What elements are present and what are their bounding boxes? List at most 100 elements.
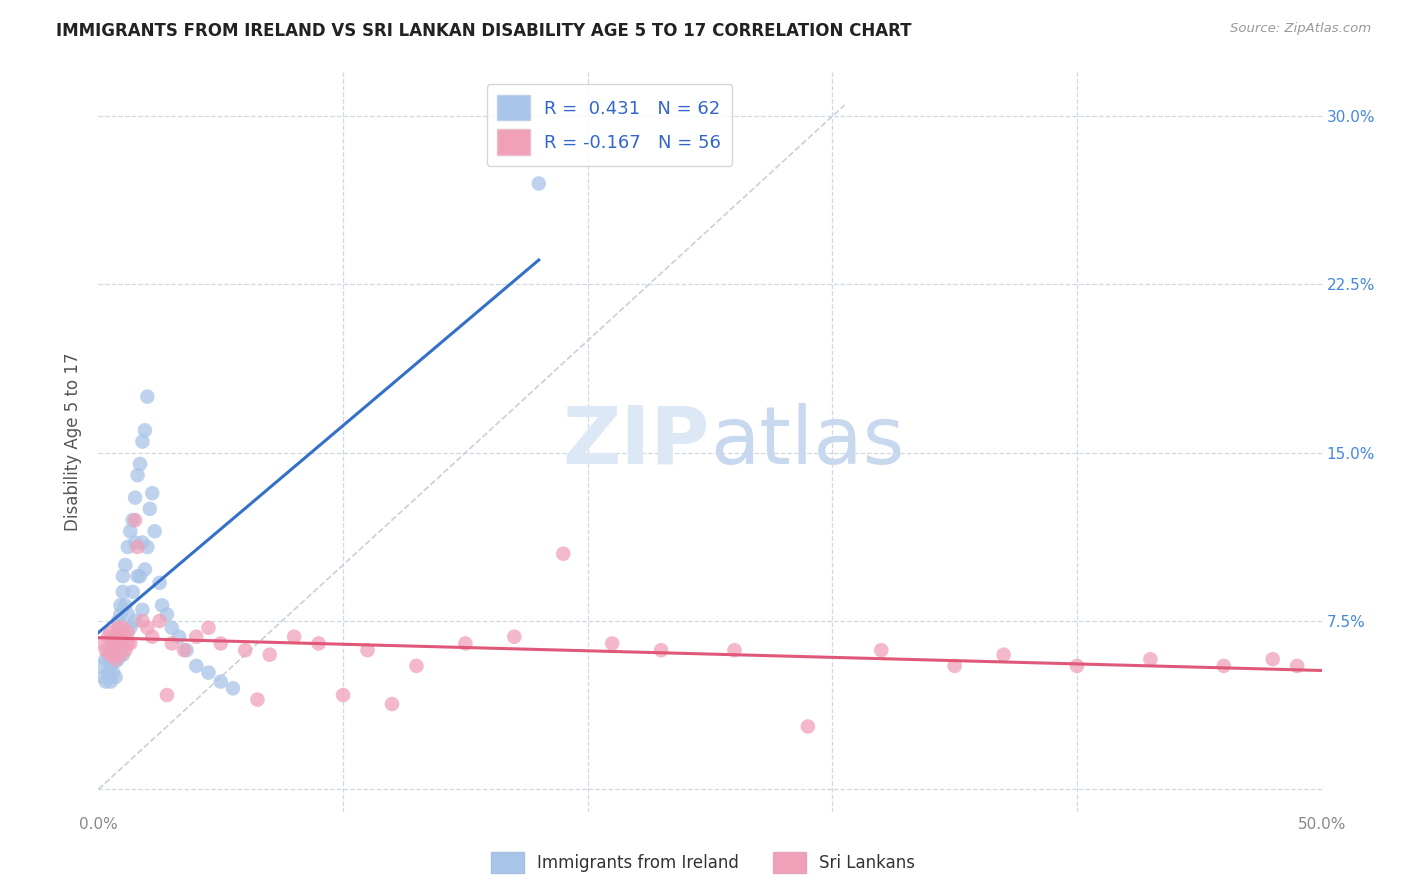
Point — [650, 643, 672, 657]
Point — [121, 585, 143, 599]
Point — [124, 535, 146, 549]
Point — [124, 513, 146, 527]
Point — [91, 636, 114, 650]
Point — [100, 674, 122, 689]
Point — [114, 558, 136, 572]
Text: Source: ZipAtlas.com: Source: ZipAtlas.com — [1230, 22, 1371, 36]
Point — [156, 688, 179, 702]
Point — [1139, 652, 1161, 666]
Point — [114, 630, 136, 644]
Point — [97, 665, 120, 680]
Point — [121, 513, 143, 527]
Point — [127, 540, 149, 554]
Point — [117, 625, 139, 640]
Point — [131, 603, 153, 617]
Point — [101, 665, 124, 680]
Point — [197, 665, 219, 680]
Legend: Immigrants from Ireland, Sri Lankans: Immigrants from Ireland, Sri Lankans — [484, 846, 922, 880]
Point — [356, 643, 378, 657]
Point — [117, 540, 139, 554]
Point — [91, 670, 114, 684]
Point — [131, 434, 153, 449]
Point — [127, 569, 149, 583]
Point — [993, 648, 1015, 662]
Point — [107, 652, 129, 666]
Point — [114, 599, 136, 613]
Point — [110, 648, 132, 662]
Point — [259, 648, 281, 662]
Point — [104, 630, 127, 644]
Point — [124, 614, 146, 628]
Point — [150, 599, 173, 613]
Text: ZIP: ZIP — [562, 402, 710, 481]
Point — [143, 524, 166, 539]
Point — [111, 648, 134, 662]
Point — [381, 697, 404, 711]
Point — [104, 652, 127, 666]
Point — [110, 607, 132, 622]
Point — [797, 719, 820, 733]
Point — [503, 630, 526, 644]
Point — [209, 674, 232, 689]
Point — [1286, 659, 1309, 673]
Point — [110, 599, 132, 613]
Point — [197, 621, 219, 635]
Point — [134, 423, 156, 437]
Point — [101, 648, 124, 662]
Point — [101, 636, 124, 650]
Point — [104, 670, 127, 684]
Text: IMMIGRANTS FROM IRELAND VS SRI LANKAN DISABILITY AGE 5 TO 17 CORRELATION CHART: IMMIGRANTS FROM IRELAND VS SRI LANKAN DI… — [56, 22, 911, 40]
Point — [1066, 659, 1088, 673]
Point — [107, 636, 129, 650]
Point — [1261, 652, 1284, 666]
Point — [120, 524, 142, 539]
Point — [94, 643, 117, 657]
Point — [124, 491, 146, 505]
Point — [97, 648, 120, 662]
Point — [111, 621, 134, 635]
Point — [94, 652, 117, 666]
Point — [246, 692, 269, 706]
Point — [114, 643, 136, 657]
Point — [111, 569, 134, 583]
Point — [222, 681, 245, 696]
Point — [131, 535, 153, 549]
Point — [120, 621, 142, 635]
Point — [149, 614, 172, 628]
Point — [527, 177, 550, 191]
Point — [100, 648, 122, 662]
Point — [94, 674, 117, 689]
Point — [405, 659, 427, 673]
Point — [97, 630, 120, 644]
Point — [943, 659, 966, 673]
Point — [870, 643, 893, 657]
Point — [186, 659, 208, 673]
Point — [136, 621, 159, 635]
Point — [141, 630, 163, 644]
Point — [110, 648, 132, 662]
Text: atlas: atlas — [710, 402, 904, 481]
Point — [90, 659, 112, 673]
Point — [134, 562, 156, 576]
Point — [600, 636, 623, 650]
Point — [101, 636, 124, 650]
Point — [131, 614, 153, 628]
Point — [332, 688, 354, 702]
Legend: R =  0.431   N = 62, R = -0.167   N = 56: R = 0.431 N = 62, R = -0.167 N = 56 — [486, 84, 733, 166]
Point — [104, 654, 127, 668]
Point — [723, 643, 745, 657]
Point — [173, 643, 195, 657]
Point — [129, 457, 152, 471]
Point — [107, 636, 129, 650]
Point — [209, 636, 232, 650]
Point — [104, 643, 127, 657]
Point — [136, 540, 159, 554]
Point — [100, 625, 122, 640]
Y-axis label: Disability Age 5 to 17: Disability Age 5 to 17 — [65, 352, 83, 531]
Point — [167, 630, 190, 644]
Point — [117, 607, 139, 622]
Point — [139, 501, 162, 516]
Point — [111, 585, 134, 599]
Point — [107, 614, 129, 628]
Point — [100, 659, 122, 673]
